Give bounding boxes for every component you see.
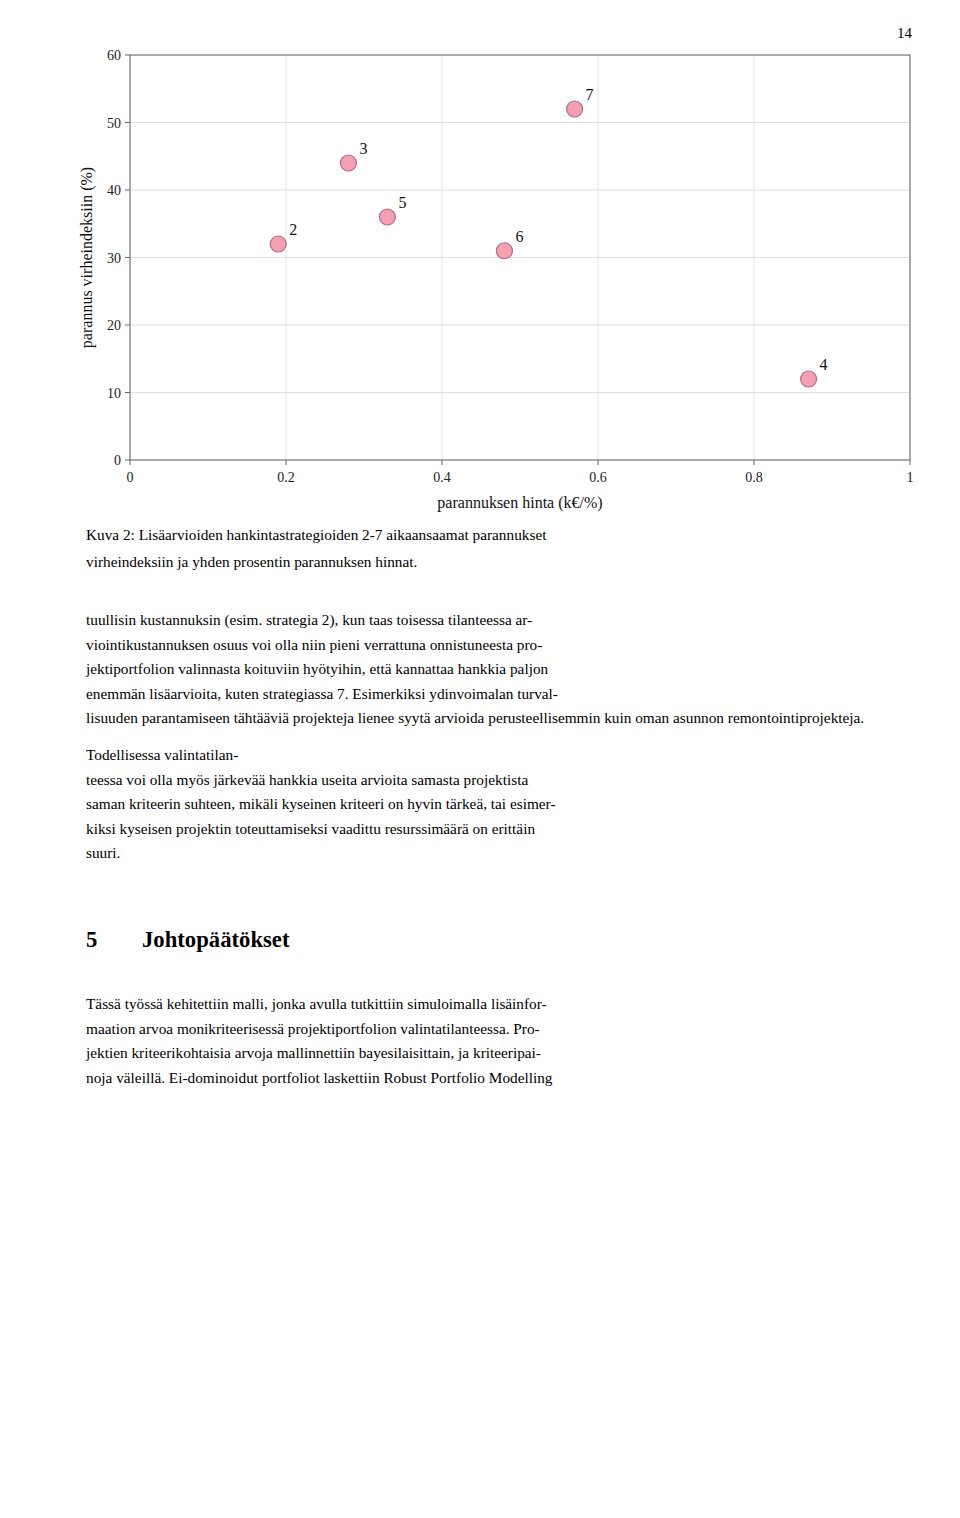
chart: 00.20.40.60.810102030405060parannuksen h… (78, 48, 914, 512)
y-tick-label: 50 (107, 116, 121, 131)
x-tick (130, 460, 131, 465)
point (801, 371, 817, 387)
body-line: suuri. (86, 844, 120, 861)
y-tick (125, 460, 130, 461)
x-tick-label: 1 (907, 470, 914, 485)
point-label: 7 (586, 86, 594, 103)
y-tick (125, 122, 130, 123)
point-label: 6 (515, 228, 523, 245)
point (567, 101, 583, 117)
x-tick (442, 460, 443, 465)
y-tick-label: 0 (114, 453, 121, 468)
body-line: Tässä työssä kehitettiin malli, jonka av… (86, 995, 547, 1012)
body-line: viointikustannuksen osuus voi olla niin … (86, 636, 542, 653)
grid (130, 55, 910, 460)
y-grid-line (130, 325, 910, 326)
point (496, 243, 512, 259)
document-text: 14Kuva 2: Lisäarvioiden hankintastrategi… (85, 25, 913, 1086)
x-tick-label: 0.2 (277, 470, 295, 485)
point (379, 209, 395, 225)
axes: 00.20.40.60.810102030405060parannuksen h… (78, 48, 914, 512)
y-grid-line (130, 257, 910, 258)
y-tick-label: 20 (107, 318, 121, 333)
body-line: lisuuden parantamiseen tähtääviä projekt… (86, 709, 864, 726)
body-line: tuullisin kustannuksin (esim. strategia … (86, 611, 532, 629)
y-tick-label: 10 (107, 386, 121, 401)
point (270, 236, 286, 252)
point (340, 155, 356, 171)
y-grid-line (130, 190, 910, 191)
plot-frame (130, 55, 910, 460)
x-tick (286, 460, 287, 465)
y-tick (125, 392, 130, 393)
section-title: Johtopäätökset (142, 927, 290, 952)
y-tick (125, 257, 130, 258)
body-line: Todellisessa valintatilan- (86, 746, 238, 763)
x-tick-label: 0.8 (745, 470, 763, 485)
y-grid-line (130, 122, 910, 123)
y-tick (125, 55, 130, 56)
y-tick-label: 60 (107, 48, 121, 63)
body-line: enemmän lisäarvioita, kuten strategiassa… (86, 685, 558, 702)
body-line: teessa voi olla myös järkevää hankkia us… (86, 771, 528, 788)
point-labels: 2 3 5 6 7 4 (289, 86, 827, 373)
page: 00.20.40.60.810102030405060parannuksen h… (0, 0, 960, 1518)
caption-line: Kuva 2: Lisäarvioiden hankintastrategioi… (86, 526, 547, 543)
point-label: 2 (289, 221, 297, 238)
points (270, 101, 816, 387)
page-number: 14 (897, 25, 913, 41)
body-line: jektien kriteerikohtaisia arvoja mallinn… (85, 1044, 541, 1061)
body-line: noja väleillä. Ei-dominoidut portfoliot … (86, 1069, 553, 1086)
point-label: 3 (359, 140, 367, 157)
x-tick (910, 460, 911, 465)
x-tick (754, 460, 755, 465)
x-tick (598, 460, 599, 465)
x-axis-label: parannuksen hinta (k€/%) (437, 494, 602, 512)
point-label: 5 (398, 194, 406, 211)
background (0, 0, 960, 1518)
section-number: 5 (86, 927, 97, 952)
y-axis-label: parannus virheindeksiin (%) (78, 167, 96, 348)
body-line: jektiportfolion valinnasta koituviin hyö… (85, 660, 549, 677)
y-tick (125, 325, 130, 326)
x-tick-label: 0.6 (589, 470, 607, 485)
y-tick-label: 30 (107, 251, 121, 266)
x-tick-label: 0 (127, 470, 134, 485)
point-label: 4 (820, 356, 828, 373)
y-tick-label: 40 (107, 183, 121, 198)
x-tick-label: 0.4 (433, 470, 451, 485)
body-line: maation arvoa monikriteerisessä projekti… (86, 1020, 540, 1037)
y-grid-line (130, 392, 910, 393)
body-line: kiksi kyseisen projektin toteuttamiseksi… (86, 820, 535, 837)
y-tick (125, 190, 130, 191)
body-line: saman kriteerin suhteen, mikäli kyseinen… (86, 795, 556, 812)
caption-line: virheindeksiin ja yhden prosentin parann… (86, 553, 417, 570)
